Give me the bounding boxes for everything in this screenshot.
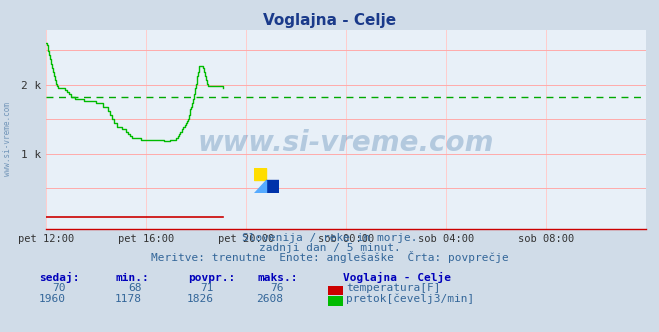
Text: Voglajna - Celje: Voglajna - Celje: [263, 13, 396, 28]
Bar: [254, 168, 266, 180]
Text: maks.:: maks.:: [257, 273, 297, 283]
Text: povpr.:: povpr.:: [188, 273, 235, 283]
Text: zadnji dan / 5 minut.: zadnji dan / 5 minut.: [258, 243, 401, 253]
Text: www.si-vreme.com: www.si-vreme.com: [198, 129, 494, 157]
Text: 1826: 1826: [187, 294, 214, 304]
Text: Slovenija / reke in morje.: Slovenija / reke in morje.: [242, 233, 417, 243]
Text: Voglajna - Celje: Voglajna - Celje: [343, 272, 451, 283]
Bar: [266, 180, 279, 193]
Text: sedaj:: sedaj:: [40, 272, 80, 283]
Text: 1960: 1960: [39, 294, 66, 304]
Bar: [328, 296, 343, 306]
Text: pretok[čevelj3/min]: pretok[čevelj3/min]: [346, 293, 474, 304]
Text: temperatura[F]: temperatura[F]: [346, 284, 440, 293]
Text: Meritve: trenutne  Enote: anglešaške  Črta: povprečje: Meritve: trenutne Enote: anglešaške Črta…: [151, 251, 508, 263]
Text: 1178: 1178: [115, 294, 142, 304]
Text: www.si-vreme.com: www.si-vreme.com: [3, 103, 13, 176]
Text: 76: 76: [270, 284, 283, 293]
Bar: [328, 286, 343, 295]
Text: 71: 71: [201, 284, 214, 293]
Text: min.:: min.:: [115, 273, 149, 283]
Text: 70: 70: [53, 284, 66, 293]
Polygon shape: [254, 180, 266, 193]
Text: 2608: 2608: [256, 294, 283, 304]
Text: 68: 68: [129, 284, 142, 293]
